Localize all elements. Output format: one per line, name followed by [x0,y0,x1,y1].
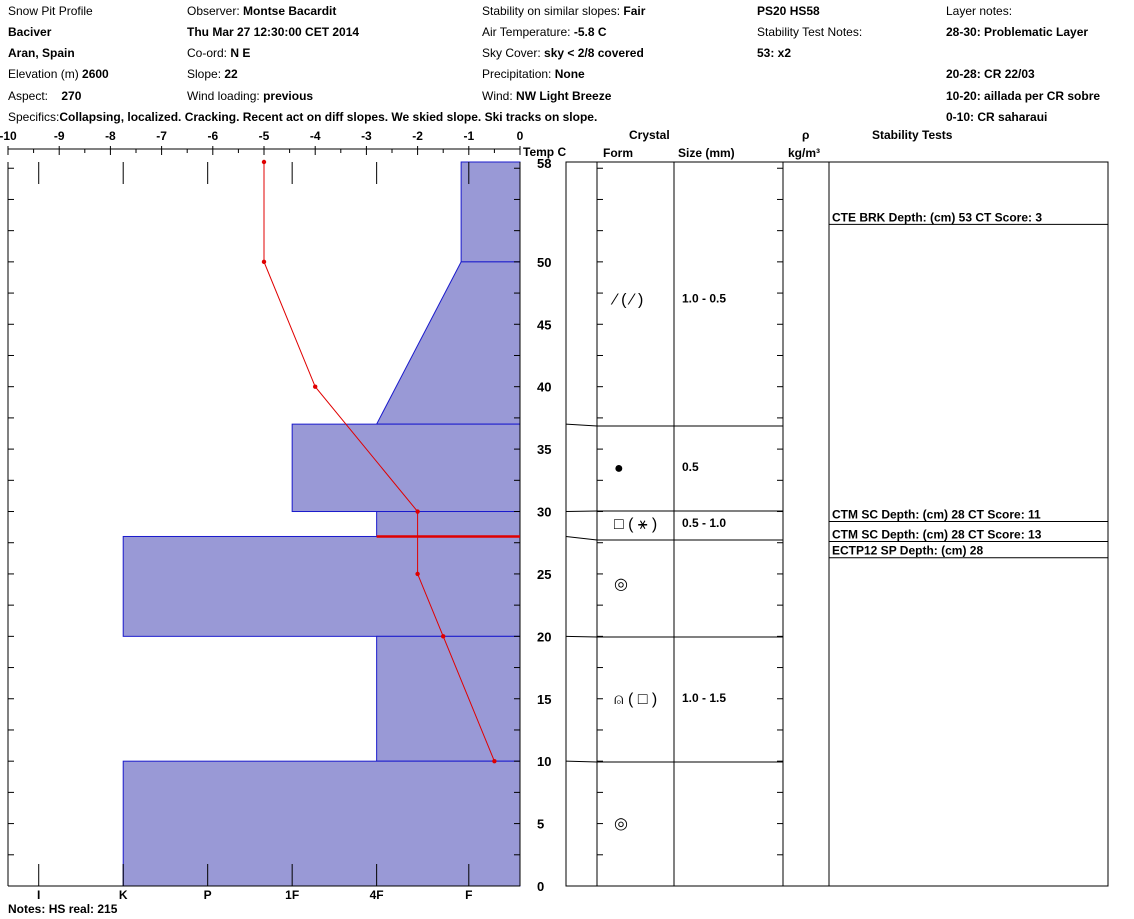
stability-test-result: ECTP12 SP Depth: (cm) 28 [832,544,983,558]
hardness-label: F [465,888,472,902]
temp-tick-label: -6 [207,129,218,143]
sky-cover: Sky Cover: sky < 2/8 covered [482,46,644,60]
temp-tick-label: -8 [105,129,116,143]
depth-label: 50 [537,255,551,270]
hardness-layer [122,535,521,637]
notes: Notes: HS real: 215 [8,902,118,916]
crystal-size: 1.0 - 0.5 [682,291,726,305]
slope: Slope: 22 [187,67,238,81]
stability-test-notes-value: 53: x2 [757,46,792,60]
density-heading: ρ [802,128,810,142]
depth-label: 10 [537,754,551,769]
temperature-point [415,509,420,514]
observer: Observer: Montse Bacardit [187,4,337,18]
hardness-layer [460,161,521,263]
crystal-form-symbol: ⍝ ( □ ) [614,691,657,708]
hardness-layer [376,511,521,537]
hardness-label: I [37,888,40,902]
hardness-label: P [204,888,212,902]
temp-tick-label: -4 [310,129,321,143]
crystal-size: 1.0 - 1.5 [682,691,726,705]
layer-note: 0-10: CR saharaui [946,110,1048,124]
crystal-form-symbol: ⁄ ( ⁄ ) [610,291,643,308]
temp-tick-label: -2 [412,129,423,143]
hardness-layer [376,635,521,762]
temp-tick-label: -10 [0,129,17,143]
depth-label: 25 [537,567,551,582]
density-unit: kg/m³ [788,146,821,160]
location: Baciver [8,25,52,39]
temp-tick-label: -3 [361,129,372,143]
observation-datetime: Thu Mar 27 12:30:00 CET 2014 [187,25,360,39]
precipitation: Precipitation: None [482,67,585,81]
wind: Wind: NW Light Breeze [482,89,612,103]
crystal-size: 0.5 [682,460,699,474]
region: Aran, Spain [8,46,75,60]
hardness-layer [122,760,521,887]
hardness-label: 4F [370,888,384,902]
crystal-form-symbol: ◎ [614,576,628,593]
depth-label: 15 [537,692,551,707]
stability-similar-slopes: Stability on similar slopes: Fair [482,4,646,18]
depth-label: 0 [537,879,544,894]
temperature-point [415,571,420,577]
density-column [782,161,830,887]
depth-label: 35 [537,442,551,457]
temperature-point [441,634,446,639]
size-heading: Size (mm) [678,146,735,160]
pit-code: PS20 HS58 [757,4,820,18]
layer-connector [565,423,598,427]
stability-test-result: CTM SC Depth: (cm) 28 CT Score: 11 [832,508,1041,522]
wind-loading: Wind loading: previous [187,89,314,103]
hardness-label: 1F [285,888,299,902]
layer-note: 10-20: aillada per CR sobre [946,89,1101,103]
specifics: Specifics:Collapsing, localized. Crackin… [8,110,598,124]
layer-connector [565,635,598,638]
depth-label: 20 [537,629,551,644]
hardness-layer [375,261,521,425]
layer-connector [565,760,598,763]
stability-test-result: CTM SC Depth: (cm) 28 CT Score: 13 [832,527,1042,541]
layer-connector [565,535,598,541]
crystal-form-symbol: □ ( ⚹ ) [614,516,657,533]
layer-connector [565,510,598,513]
temperature-point [261,159,267,165]
form-heading: Form [603,146,633,160]
air-temperature: Air Temperature: -5.8 C [482,25,607,39]
depth-label: 30 [537,505,551,520]
stability-test-result: CTE BRK Depth: (cm) 53 CT Score: 3 [832,210,1042,224]
temp-tick-label: -9 [54,129,65,143]
crystal-size: 0.5 - 1.0 [682,516,726,530]
depth-label: 45 [537,317,551,332]
hardness-layer [291,423,521,513]
temperature-point [261,259,267,265]
crystal-form-symbol: ● [614,460,624,477]
crystal-form-symbol: ◎ [614,816,628,833]
stability-test-notes-label: Stability Test Notes: [757,25,863,39]
temperature-point [492,758,497,764]
hardness-label: K [119,888,128,902]
elevation: Elevation (m) 2600 [8,67,109,81]
depth-label: 58 [537,156,551,171]
depth-label: 40 [537,380,551,395]
temp-tick-label: 0 [517,129,524,143]
stability-tests-column [828,161,1109,887]
stability-tests-heading: Stability Tests [872,128,953,142]
temperature-point [313,384,318,389]
coordinates: Co-ord: N E [187,46,251,60]
temp-tick-label: -5 [259,129,270,143]
temp-axis-label: Temp C [523,145,566,159]
layer-notes-label: Layer notes: [946,4,1013,18]
depth-label: 5 [537,817,544,832]
temp-tick-label: -7 [156,129,167,143]
layer-note: 20-28: CR 22/03 [946,67,1035,81]
crystal-heading: Crystal [629,128,670,142]
temp-tick-label: -1 [463,129,474,143]
layer-note: 28-30: Problematic Layer [946,25,1089,39]
aspect: Aspect: 270 [8,89,82,103]
profile-title: Snow Pit Profile [8,4,93,18]
